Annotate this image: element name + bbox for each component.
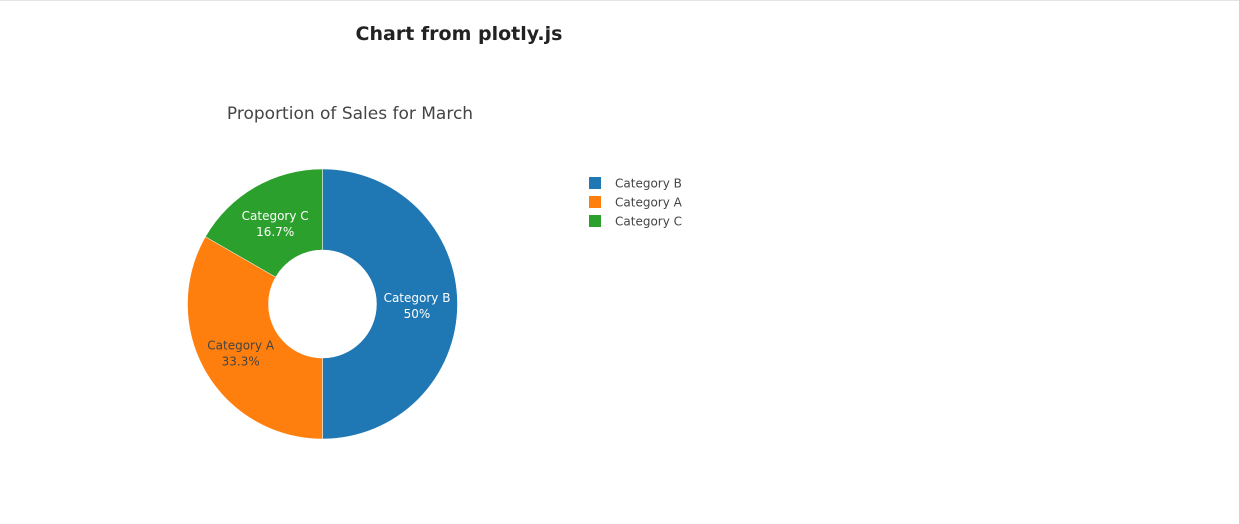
top-divider [0, 0, 1239, 1]
page-title: Chart from plotly.js [355, 23, 563, 45]
legend-label: Category A [615, 196, 683, 210]
pie-slices [187, 168, 458, 440]
pie-slice-category-b[interactable] [322, 168, 458, 440]
legend-label: Category B [615, 177, 682, 191]
slice-label-category-c: Category C 16.7% [242, 209, 309, 239]
legend-swatch [589, 215, 601, 227]
legend-swatch [589, 196, 601, 208]
chart-title: Proportion of Sales for March [227, 104, 473, 124]
legend-label: Category C [615, 215, 682, 229]
pie-slice-category-c[interactable] [205, 168, 323, 278]
slice-label-category-a: Category A 33.3% [207, 338, 275, 368]
pie-slice-category-a[interactable] [187, 236, 323, 440]
legend-item-category-c[interactable]: Category C [589, 215, 682, 229]
slice-label-category-b: Category B 50% [384, 291, 451, 321]
legend: Category B Category A Category C [589, 177, 683, 229]
legend-item-category-b[interactable]: Category B [589, 177, 682, 191]
legend-item-category-a[interactable]: Category A [589, 196, 683, 210]
legend-swatch [589, 177, 601, 189]
slice-labels: Category B 50% Category A 33.3% Category C 16… [207, 209, 450, 368]
